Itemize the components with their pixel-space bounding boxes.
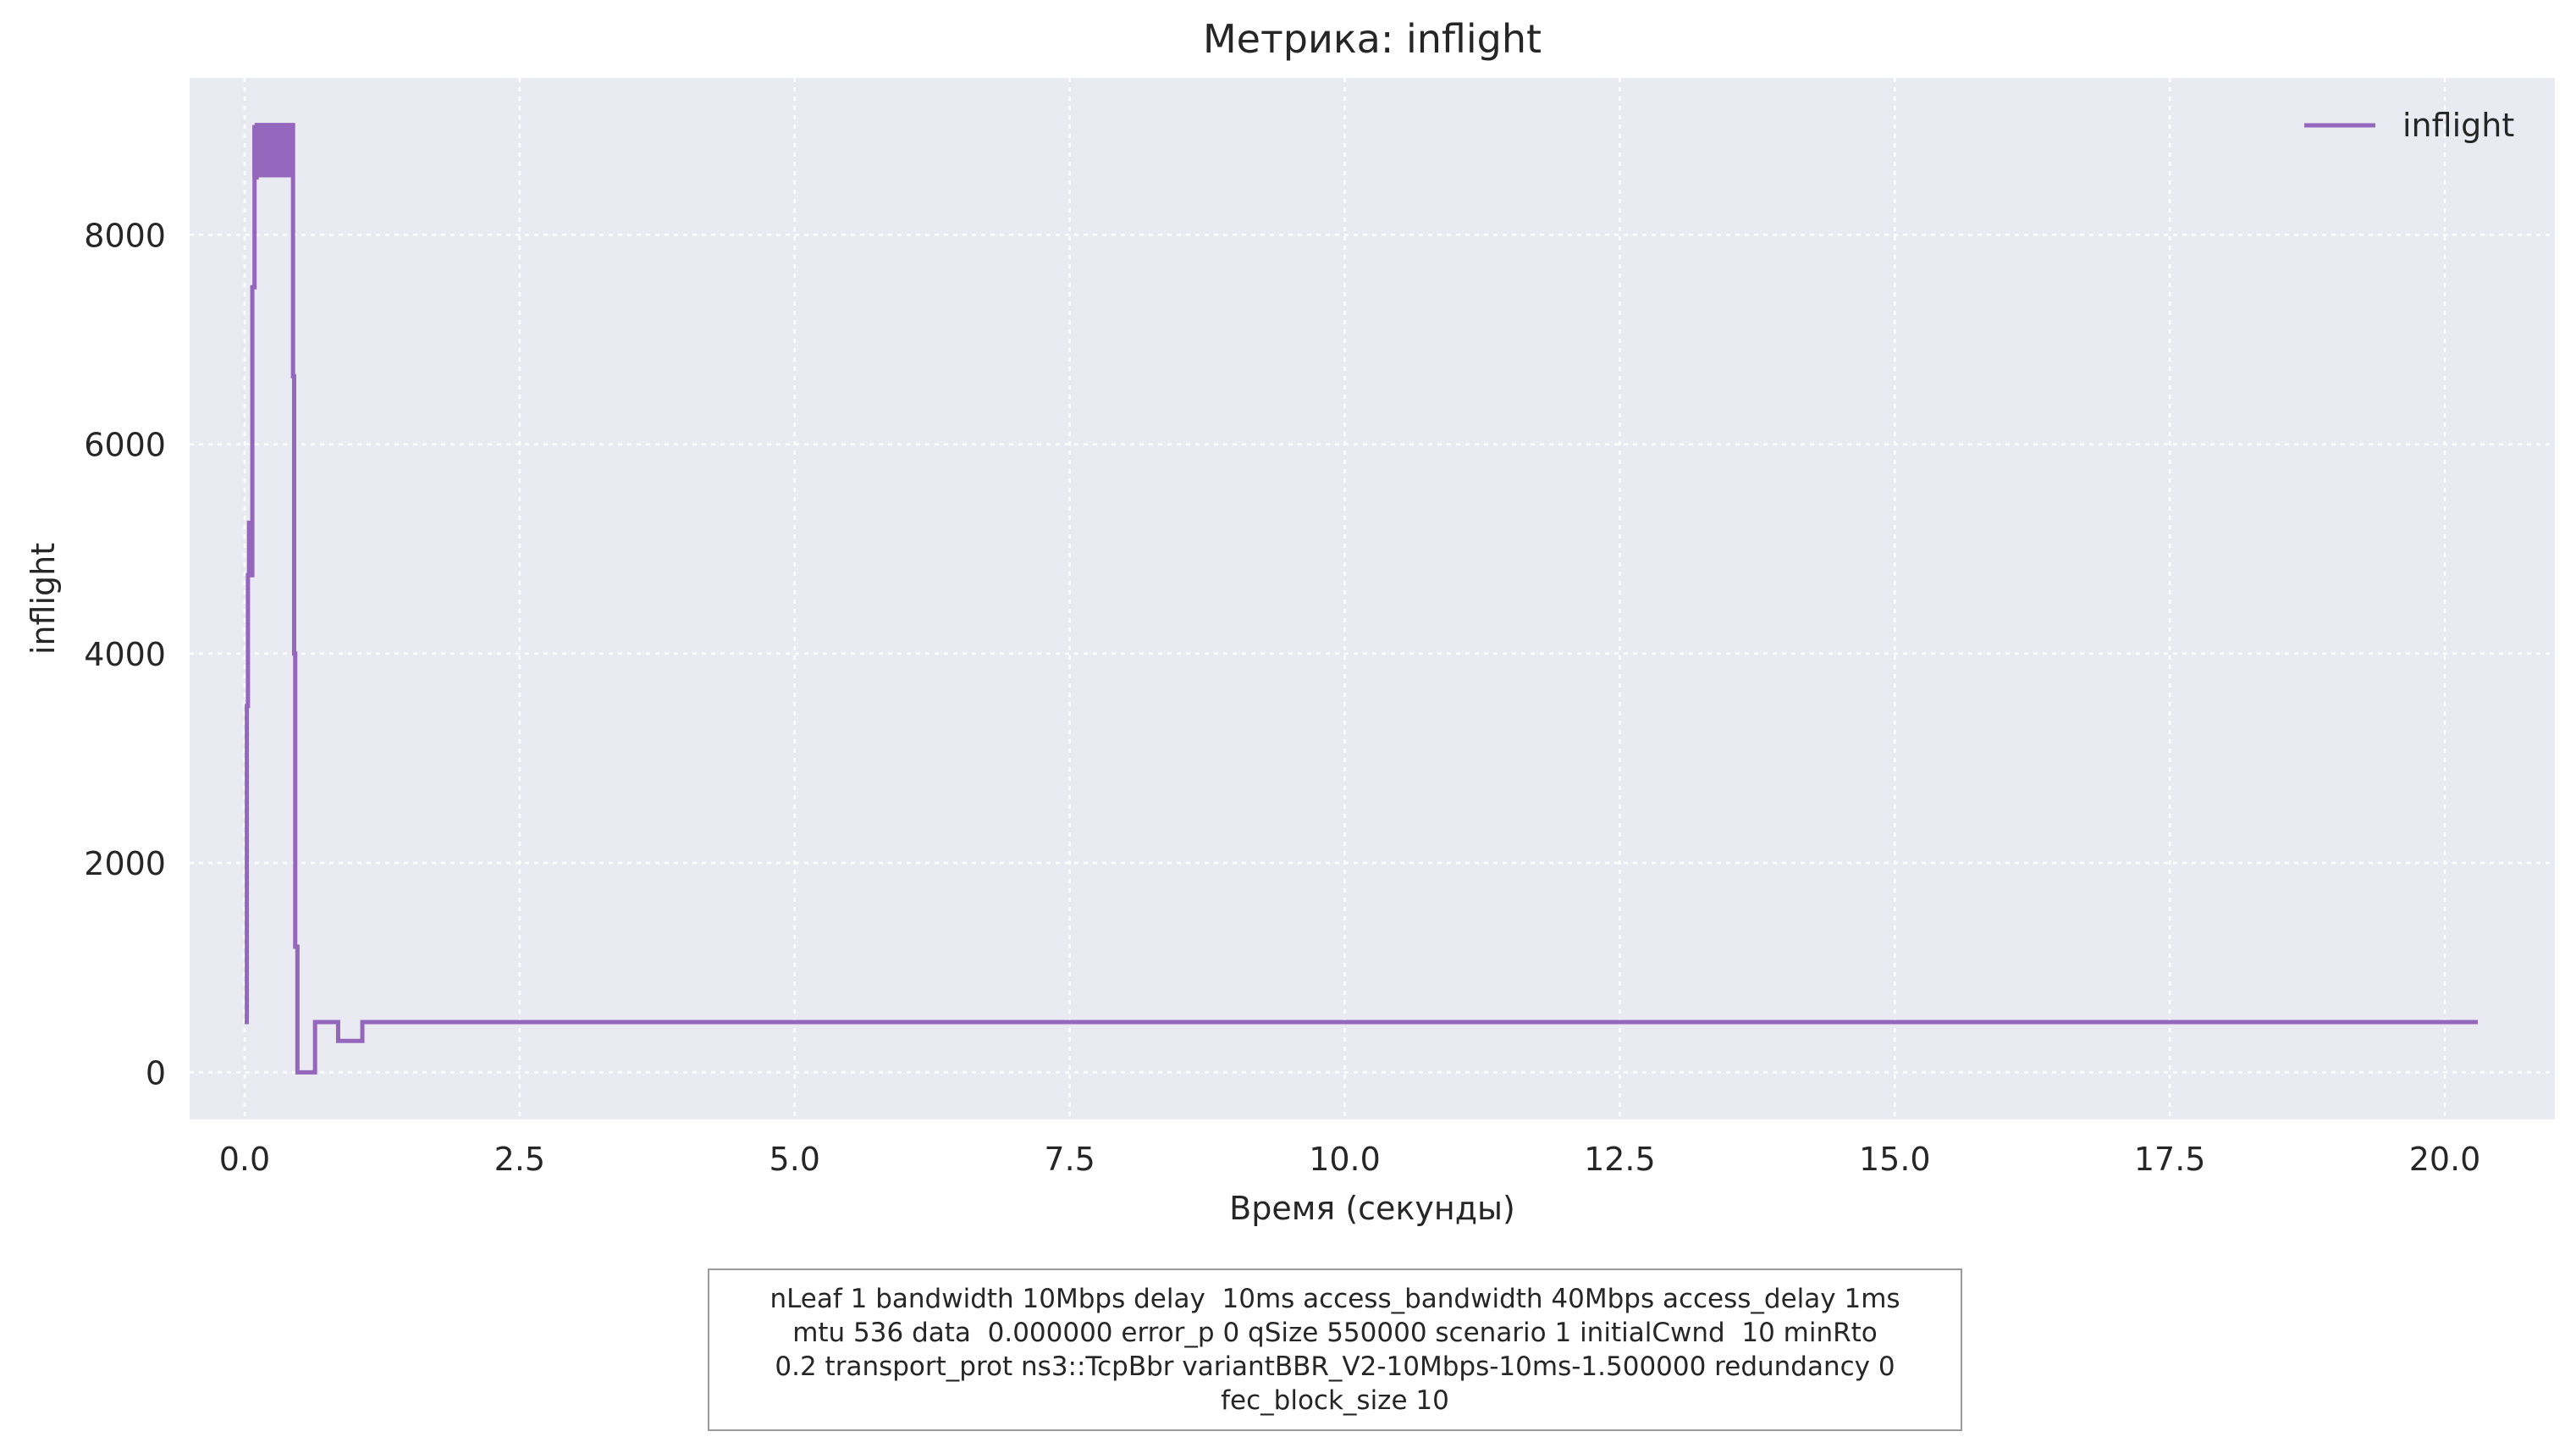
plot-area: [190, 78, 2555, 1119]
x-tick-label: 0.0: [219, 1141, 270, 1178]
legend: inflight: [2304, 107, 2514, 144]
dense-band: [252, 124, 294, 178]
dense-oscillation-band: [252, 124, 294, 178]
caption-line: 0.2 transport_prot ns3::TcpBbr variantBB…: [775, 1351, 1895, 1382]
y-tick-label: 6000: [84, 427, 166, 464]
y-axis-label: inflight: [25, 543, 62, 655]
y-tick-label: 8000: [84, 217, 166, 254]
y-tick-label: 2000: [84, 845, 166, 882]
parameters-caption: nLeaf 1 bandwidth 10Mbps delay 10ms acce…: [708, 1268, 1962, 1431]
x-ticks: 0.0 2.5 5.0 7.5 10.0 12.5 15.0 17.5 20.0: [219, 1141, 2481, 1178]
caption-line: nLeaf 1 bandwidth 10Mbps delay 10ms acce…: [769, 1284, 1900, 1314]
x-tick-label: 2.5: [494, 1141, 545, 1178]
chart-title: Метрика: inflight: [1203, 16, 1542, 62]
x-tick-label: 15.0: [1859, 1141, 1931, 1178]
series-layer: [244, 123, 2479, 1075]
x-tick-label: 12.5: [1584, 1141, 1656, 1178]
x-tick-label: 20.0: [2409, 1141, 2481, 1178]
x-axis-label: Время (секунды): [1229, 1190, 1515, 1227]
x-tick-label: 5.0: [769, 1141, 820, 1178]
x-tick-label: 17.5: [2134, 1141, 2206, 1178]
caption-line: mtu 536 data 0.000000 error_p 0 qSize 55…: [792, 1318, 1878, 1348]
caption-line: fec_block_size 10: [1221, 1385, 1449, 1416]
y-tick-label: 4000: [84, 636, 166, 673]
y-ticks: 0 2000 4000 6000 8000: [84, 217, 166, 1092]
x-tick-label: 7.5: [1044, 1141, 1095, 1178]
x-tick-label: 10.0: [1309, 1141, 1381, 1178]
grid: [190, 78, 2555, 1119]
series-line-inflight: [244, 123, 2479, 1075]
y-tick-label: 0: [146, 1054, 166, 1092]
legend-label-inflight: inflight: [2402, 107, 2514, 144]
